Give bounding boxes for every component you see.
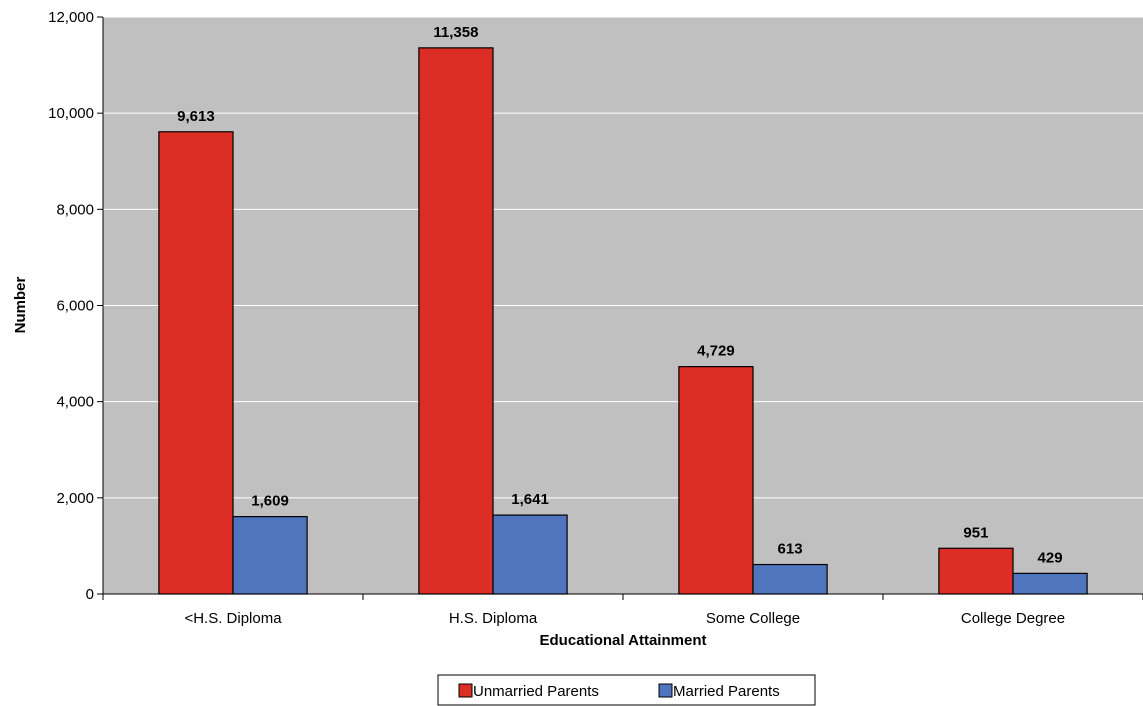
y-tick-label: 6,000 bbox=[56, 298, 94, 315]
y-tick-label: 0 bbox=[86, 586, 94, 603]
y-tick-label: 4,000 bbox=[56, 394, 94, 411]
x-tick-label: Some College bbox=[706, 610, 800, 627]
y-tick-label: 8,000 bbox=[56, 201, 94, 218]
bar-unmarried bbox=[159, 132, 233, 594]
bar-unmarried bbox=[679, 367, 753, 594]
x-axis-ticks: <H.S. Diploma H.S. Diploma Some College Col… bbox=[103, 594, 1143, 627]
x-tick-label: College Degree bbox=[961, 610, 1065, 627]
data-label: 9,613 bbox=[177, 108, 215, 125]
y-tick-label: 2,000 bbox=[56, 490, 94, 507]
data-label: 429 bbox=[1038, 549, 1063, 566]
legend: Unmarried Parents Married Parents bbox=[438, 675, 815, 705]
bar-unmarried bbox=[939, 548, 1013, 594]
bar-married bbox=[753, 565, 827, 594]
data-label: 4,729 bbox=[697, 343, 735, 360]
bar-unmarried bbox=[419, 48, 493, 594]
x-tick-label: <H.S. Diploma bbox=[184, 610, 282, 627]
legend-swatch-married bbox=[659, 684, 672, 697]
legend-label-unmarried: Unmarried Parents bbox=[473, 683, 599, 700]
x-tick-label: H.S. Diploma bbox=[449, 610, 538, 627]
x-axis-title: Educational Attainment bbox=[540, 632, 707, 649]
y-axis-ticks: 0 2,000 4,000 6,000 8,000 10,000 12,000 bbox=[48, 9, 103, 603]
data-label: 951 bbox=[963, 524, 988, 541]
data-label: 1,609 bbox=[251, 493, 289, 510]
data-label: 1,641 bbox=[511, 491, 549, 508]
legend-label-married: Married Parents bbox=[673, 683, 780, 700]
y-tick-label: 10,000 bbox=[48, 105, 94, 122]
data-label: 613 bbox=[778, 541, 803, 558]
data-label: 11,358 bbox=[433, 24, 478, 41]
y-axis-title: Number bbox=[12, 277, 29, 334]
y-tick-label: 12,000 bbox=[48, 9, 94, 26]
bar-married bbox=[493, 515, 567, 594]
legend-swatch-unmarried bbox=[459, 684, 472, 697]
bar-married bbox=[1013, 573, 1087, 594]
bar-married bbox=[233, 517, 307, 594]
